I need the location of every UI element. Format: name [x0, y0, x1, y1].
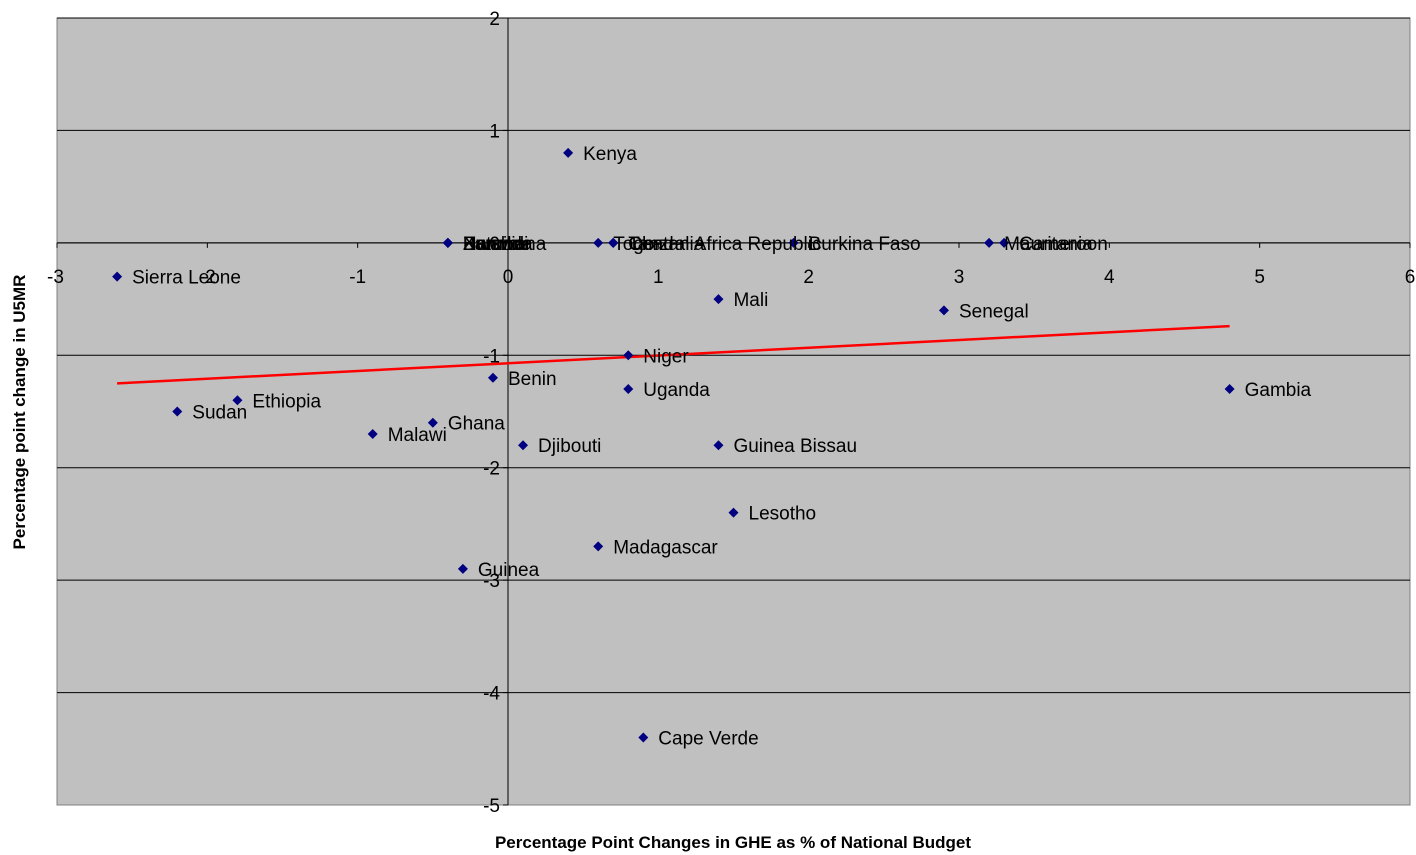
- point-label: Togo: [613, 234, 654, 255]
- point-label: Malawi: [388, 425, 447, 446]
- point-label: Tanzania: [628, 234, 704, 255]
- x-tick-label: 1: [653, 267, 664, 288]
- trendline-layer: [117, 324, 1230, 385]
- point-label: Namibia: [463, 234, 533, 255]
- x-tick-label: 4: [1104, 267, 1115, 288]
- data-point: [1224, 384, 1235, 395]
- point-label: Uganda: [643, 380, 710, 401]
- data-point: [563, 147, 574, 158]
- x-tick-label: -1: [349, 267, 366, 288]
- data-point: [623, 384, 634, 395]
- data-point: [713, 440, 724, 451]
- tick-labels: 2 1 0 -1 -2 -3 -4 -5 -3 -2 -1 0 1 2 3 4 5 6: [47, 9, 1415, 817]
- point-label: Ghana: [448, 414, 505, 435]
- gridlines: [57, 17, 1410, 694]
- data-point: [608, 237, 619, 248]
- point-label: Central Africa Republic: [628, 234, 821, 255]
- point-label: Ethiopia: [252, 391, 321, 412]
- y-tick-label: -1: [483, 346, 500, 367]
- data-point: [427, 417, 438, 428]
- point-label: Mauritania: [1004, 234, 1093, 255]
- point-label: Sudan: [192, 403, 247, 424]
- data-point: [232, 395, 243, 406]
- x-tick-label: -3: [47, 267, 64, 288]
- y-tick-label: 0: [489, 234, 500, 255]
- data-point: [938, 305, 949, 316]
- point-label: Burundi: [463, 234, 529, 255]
- data-point: [999, 237, 1010, 248]
- data-points: [112, 147, 1235, 743]
- x-tick-label: 3: [954, 267, 965, 288]
- point-label: Kenya: [583, 144, 637, 165]
- data-point: [442, 237, 453, 248]
- x-tick-label: -2: [199, 267, 216, 288]
- data-point: [713, 294, 724, 305]
- y-tick-label: -2: [483, 459, 500, 480]
- x-tick-label: 0: [503, 267, 514, 288]
- x-axis-title: Percentage Point Changes in GHE as % of …: [495, 833, 971, 852]
- y-tick-label: -3: [483, 571, 500, 592]
- point-label: Guinea: [478, 560, 540, 581]
- data-point: [457, 563, 468, 574]
- data-point: [623, 350, 634, 361]
- point-label: Mali: [733, 290, 768, 311]
- point-label: Guinea Bissau: [733, 436, 857, 457]
- point-label: Botswana: [463, 234, 547, 255]
- plot-area: [56, 17, 1411, 806]
- y-tick-label: -4: [483, 684, 500, 705]
- point-label: Sierra Leone: [132, 268, 241, 289]
- point-label: Zambia: [463, 234, 527, 255]
- point-label: Djibouti: [538, 436, 601, 457]
- data-point: [788, 237, 799, 248]
- point-label: Benin: [508, 369, 557, 390]
- data-point: [593, 237, 604, 248]
- point-label: Cape Verde: [658, 729, 758, 750]
- trendline: [117, 324, 1230, 385]
- point-label: Lesotho: [749, 504, 817, 525]
- point-label: Rwanda: [463, 234, 533, 255]
- data-point: [728, 507, 739, 518]
- point-label: Madagascar: [613, 537, 718, 558]
- point-label: Chad: [628, 234, 673, 255]
- point-label: Gambia: [1245, 380, 1312, 401]
- y-tick-label: 2: [489, 9, 500, 30]
- point-label: Cameroon: [1019, 234, 1108, 255]
- x-tick-label: 2: [803, 267, 814, 288]
- axes: [56, 17, 1411, 806]
- x-tick-label: 5: [1254, 267, 1265, 288]
- data-point: [367, 428, 378, 439]
- data-point: [487, 372, 498, 383]
- data-point: [984, 237, 995, 248]
- data-point: [172, 406, 183, 417]
- point-label: Senegal: [959, 301, 1029, 322]
- y-axis-title: Percentage point change in U5MR: [10, 275, 29, 550]
- x-tick-label: 6: [1405, 267, 1416, 288]
- data-point: [112, 271, 123, 282]
- data-point: [638, 732, 649, 743]
- point-label: Niger: [643, 346, 689, 367]
- data-point: [518, 440, 529, 451]
- y-tick-label: -5: [483, 796, 500, 817]
- point-label: Burkina Faso: [809, 234, 921, 255]
- y-tick-label: 1: [489, 121, 500, 142]
- data-point: [593, 541, 604, 552]
